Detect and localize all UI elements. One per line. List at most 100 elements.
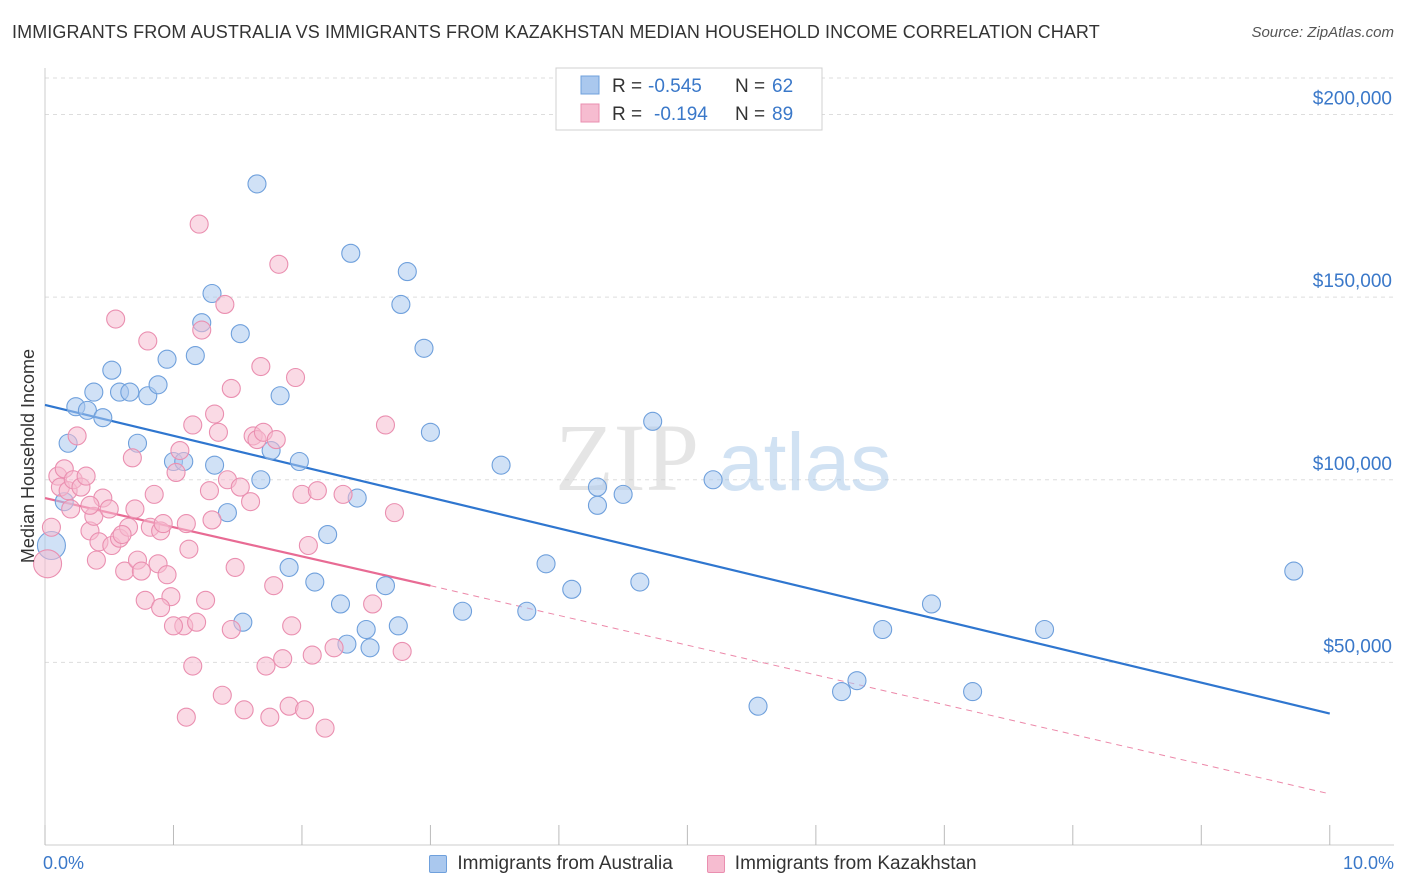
source-label: Source: ZipAtlas.com: [1251, 24, 1394, 41]
point-kazakhstan-62: [260, 707, 280, 727]
point-kazakhstan-29: [144, 484, 164, 504]
axes: $50,000 $100,000 $150,000 $200,000 0.0% 10.0%: [43, 68, 1394, 873]
chart-title: IMMIGRANTS FROM AUSTRALIA VS IMMIGRANTS …: [12, 22, 1100, 42]
point-kazakhstan-71: [294, 700, 315, 720]
point-australia-56: [847, 671, 867, 691]
point-australia-30: [318, 524, 338, 545]
point-kazakhstan-81: [392, 641, 412, 661]
point-australia-27: [279, 557, 299, 577]
point-kazakhstan-10: [76, 466, 96, 486]
point-australia-48: [587, 477, 607, 497]
y-tick-label-0: $50,000: [1323, 636, 1392, 657]
stats-legend-frame: [555, 67, 823, 131]
point-australia-13: [157, 349, 177, 369]
data-points: [33, 174, 1304, 738]
point-kazakhstan-84: [151, 598, 171, 618]
point-australia-53: [703, 470, 723, 490]
point-australia-16: [185, 346, 205, 366]
point-kazakhstan-45: [199, 481, 219, 501]
point-kazakhstan-65: [269, 254, 289, 274]
point-kazakhstan-25: [131, 561, 151, 581]
point-kazakhstan-75: [315, 718, 335, 738]
point-australia-33: [341, 243, 361, 263]
point-kazakhstan-54: [230, 477, 250, 497]
point-australia-42: [420, 422, 440, 442]
y-tick-label-2: $150,000: [1313, 271, 1392, 292]
point-australia-45: [517, 601, 537, 621]
point-kazakhstan-47: [205, 404, 225, 424]
point-australia-9: [120, 382, 140, 402]
point-kazakhstan-85: [163, 616, 184, 636]
point-australia-54: [748, 696, 768, 716]
point-australia-49: [587, 495, 607, 515]
point-australia-5: [84, 382, 104, 402]
point-kazakhstan-86: [176, 514, 196, 534]
point-kazakhstan-36: [170, 440, 190, 461]
point-australia-29: [305, 572, 325, 592]
point-australia-38: [388, 616, 408, 636]
point-kazakhstan-87: [221, 619, 241, 640]
point-australia-61: [1284, 561, 1304, 581]
stats-legend: R = -0.545 N = 62 R = -0.194 N = 89: [555, 67, 823, 131]
series-legend-item-kazakhstan[interactable]: Immigrants from Kazakhstan: [706, 853, 977, 875]
watermark-atlas: atlas: [718, 417, 891, 508]
series-legend-item-australia[interactable]: Immigrants from Australia: [429, 853, 673, 875]
point-kazakhstan-80: [384, 503, 405, 523]
legend-n-value-australia: 62: [772, 76, 793, 97]
point-kazakhstan-73: [302, 645, 322, 665]
point-kazakhstan-76: [324, 638, 344, 658]
point-kazakhstan-61: [256, 656, 276, 676]
point-kazakhstan-50: [215, 294, 235, 314]
point-kazakhstan-56: [241, 492, 261, 512]
point-kazakhstan-22: [122, 448, 142, 468]
point-australia-39: [391, 294, 411, 314]
point-kazakhstan-32: [153, 514, 173, 534]
point-kazakhstan-78: [363, 594, 383, 614]
point-kazakhstan-59: [251, 356, 271, 377]
point-australia-23: [247, 174, 267, 194]
point-kazakhstan-55: [234, 700, 254, 720]
point-australia-58: [921, 594, 942, 614]
point-australia-50: [613, 484, 633, 504]
point-australia-28: [289, 451, 309, 472]
point-kazakhstan-79: [375, 415, 396, 435]
point-australia-36: [360, 638, 380, 658]
legend-r-value-australia: -0.545: [648, 76, 702, 97]
y-tick-label-1: $100,000: [1313, 454, 1392, 475]
point-kazakhstan-49: [212, 685, 232, 705]
point-australia-57: [873, 619, 893, 640]
point-kazakhstan-35: [166, 462, 186, 483]
point-australia-35: [356, 619, 376, 640]
point-kazakhstan-1: [41, 517, 61, 537]
point-australia-37: [375, 576, 396, 596]
point-kazakhstan-41: [187, 612, 207, 632]
point-australia-26: [270, 386, 290, 406]
series-label-australia: Immigrants from Australia: [457, 853, 673, 874]
point-australia-21: [230, 324, 250, 344]
point-australia-18: [202, 283, 222, 304]
legend-swatch-kazakhstan: [580, 103, 600, 123]
gridlines: [45, 77, 1394, 663]
legend-r-label-kazakhstan: R =: [612, 104, 642, 125]
point-kazakhstan-26: [135, 590, 155, 610]
point-australia-31: [330, 594, 351, 614]
point-australia-6: [93, 408, 113, 428]
point-australia-12: [148, 375, 168, 395]
trend-line-australia: [44, 403, 1331, 715]
y-tick-label-3: $200,000: [1313, 89, 1392, 110]
series-swatch-kazakhstan: [706, 855, 725, 873]
point-australia-4: [77, 400, 97, 420]
point-australia-41: [414, 338, 434, 358]
point-kazakhstan-38: [176, 707, 196, 727]
point-kazakhstan-77: [333, 484, 353, 504]
point-kazakhstan-13: [86, 550, 106, 570]
point-kazakhstan-23: [125, 499, 145, 519]
point-australia-7: [102, 360, 122, 380]
point-kazakhstan-64: [266, 430, 286, 450]
point-australia-19: [205, 455, 225, 475]
legend-swatch-australia: [580, 75, 600, 95]
point-kazakhstan-43: [192, 320, 212, 340]
series-label-kazakhstan: Immigrants from Kazakhstan: [734, 853, 977, 874]
point-kazakhstan-8: [67, 426, 87, 446]
